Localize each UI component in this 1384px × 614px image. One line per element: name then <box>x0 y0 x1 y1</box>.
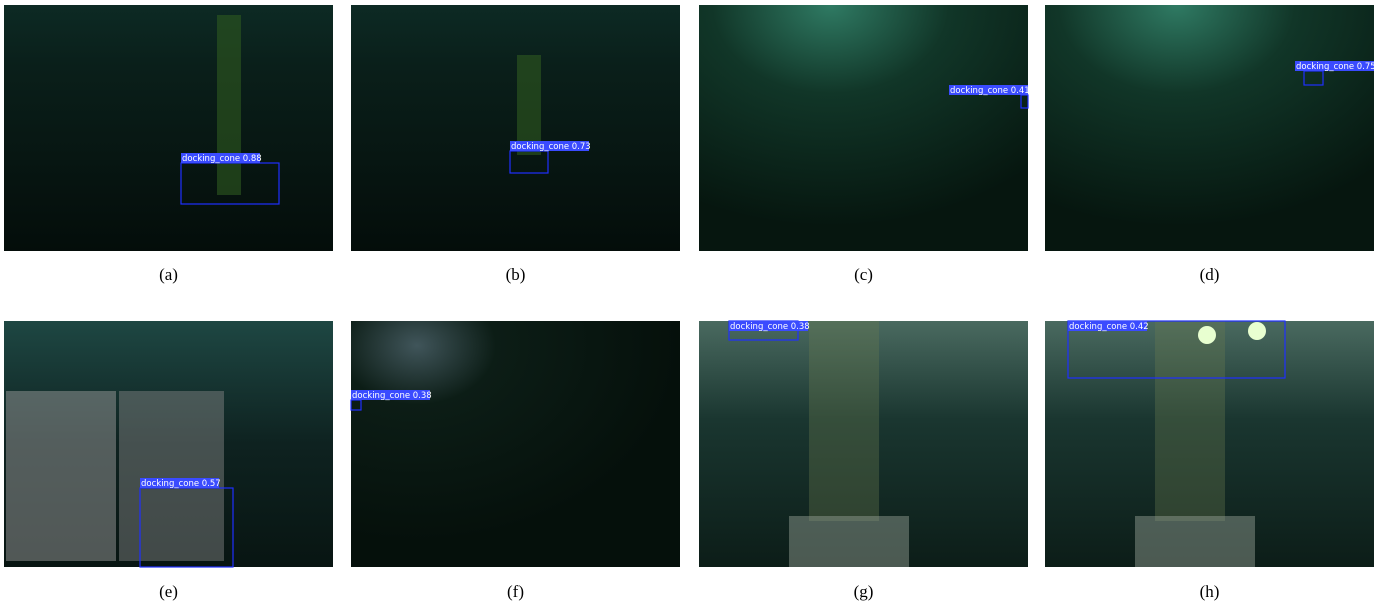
structure <box>1135 516 1255 567</box>
detection-label: docking_cone 0.38 <box>352 391 432 401</box>
caption: (h) <box>1200 582 1220 601</box>
photo <box>699 5 1028 251</box>
caption: (d) <box>1200 265 1220 284</box>
photo <box>351 321 680 567</box>
detection-label: docking_cone 0.57 <box>141 479 221 489</box>
structure <box>517 55 541 155</box>
detection-label: docking_cone 0.42 <box>1069 322 1149 332</box>
structure <box>809 321 879 521</box>
light <box>1248 322 1266 340</box>
caption: (a) <box>159 265 178 284</box>
figure: docking_cone 0.88 (a) docking_cone 0.73 (b)… <box>0 0 1384 614</box>
caption: (b) <box>506 265 526 284</box>
detection-label: docking_cone 0.75 <box>1296 62 1376 72</box>
structure <box>789 516 909 567</box>
panel: docking_cone 0.57 (e) <box>4 321 333 601</box>
structure <box>217 15 241 195</box>
detection-label: docking_cone 0.73 <box>511 142 591 152</box>
detection-label: docking_cone 0.41 <box>950 86 1030 96</box>
panel: docking_cone 0.41 (c) <box>699 5 1030 284</box>
caption: (f) <box>507 582 524 601</box>
panel: docking_cone 0.75 (d) <box>1045 5 1376 284</box>
photo <box>1045 5 1374 251</box>
detection-label: docking_cone 0.88 <box>182 154 262 164</box>
caption: (g) <box>854 582 874 601</box>
light <box>1198 326 1216 344</box>
photo <box>351 5 680 251</box>
caption: (e) <box>159 582 178 601</box>
panel: docking_cone 0.38 (g) <box>699 321 1028 601</box>
marker <box>6 391 116 561</box>
panel: docking_cone 0.73 (b) <box>351 5 680 284</box>
photo <box>4 5 333 251</box>
detection-label: docking_cone 0.38 <box>730 322 810 332</box>
caption: (c) <box>854 265 873 284</box>
panel: docking_cone 0.88 (a) <box>4 5 333 284</box>
panel: docking_cone 0.38 (f) <box>351 321 680 601</box>
panel: docking_cone 0.42 (h) <box>1045 321 1374 601</box>
structure <box>1155 321 1225 521</box>
marker <box>119 391 224 561</box>
